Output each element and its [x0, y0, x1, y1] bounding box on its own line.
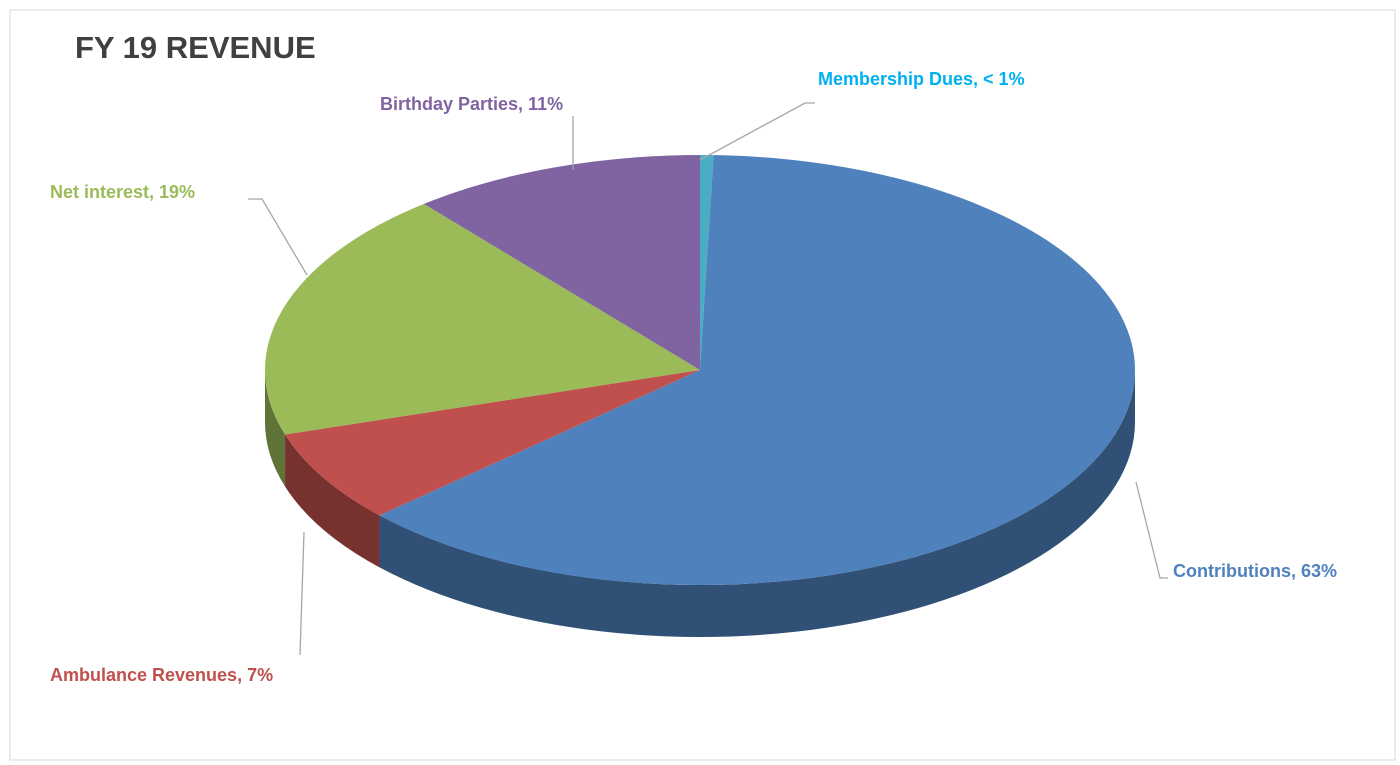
leader-line: [1135, 481, 1168, 579]
data-label: Birthday Parties, 11%: [380, 94, 563, 114]
slice: [379, 155, 1135, 586]
data-label: Net interest, 19%: [50, 182, 195, 202]
data-label: Ambulance Revenues, 7%: [50, 665, 273, 685]
chart-title: FY 19 REVENUE: [75, 30, 316, 65]
leader-line: [699, 102, 815, 161]
slice-side: [265, 370, 286, 487]
leader-line: [248, 198, 308, 276]
data-label: Membership Dues, < 1%: [818, 69, 1025, 89]
slice-side: [379, 370, 1135, 638]
data-label: Contributions, 63%: [1173, 561, 1337, 581]
slice-side: [285, 434, 380, 568]
slice: [264, 203, 700, 435]
slice: [285, 370, 700, 516]
slice: [423, 155, 700, 370]
slice: [700, 155, 714, 370]
leader-line: [299, 531, 305, 656]
